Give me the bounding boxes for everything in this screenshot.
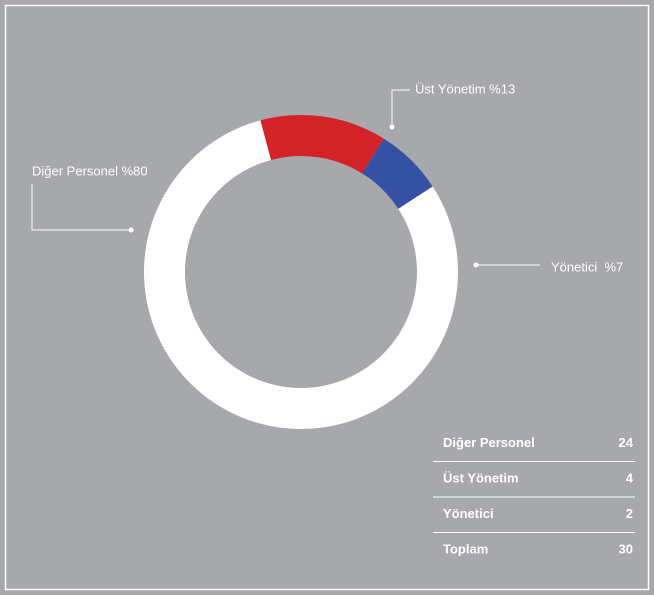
table-cell: 24 — [619, 435, 634, 450]
slice-label: Diğer Personel %80 — [32, 163, 148, 178]
table-cell: Diğer Personel — [443, 435, 535, 450]
table-cell: Toplam — [443, 542, 488, 557]
callout-dots — [128, 124, 479, 268]
table-cell: Yönetici — [443, 506, 494, 521]
donut-slice — [260, 115, 384, 174]
slice-label: Üst Yönetim %13 — [415, 81, 515, 96]
frame — [4, 4, 650, 591]
callout-dot — [128, 227, 134, 233]
donut-slice — [362, 138, 433, 209]
table-cell: 30 — [619, 542, 633, 557]
callout-line — [31, 184, 131, 231]
callout-dot — [473, 262, 479, 268]
slice-label: Yönetici %7 — [551, 259, 623, 274]
table-cell: 2 — [626, 506, 633, 521]
table: Diğer Personel 24 Üst Yönetim 4 Yönetici 2 Top… — [433, 435, 635, 557]
callouts — [31, 89, 540, 266]
callout-line — [391, 89, 410, 127]
table-cell: Üst Yönetim — [443, 471, 519, 486]
table-cell: 4 — [626, 471, 634, 486]
callout-dot — [389, 124, 395, 130]
donut — [144, 115, 458, 430]
